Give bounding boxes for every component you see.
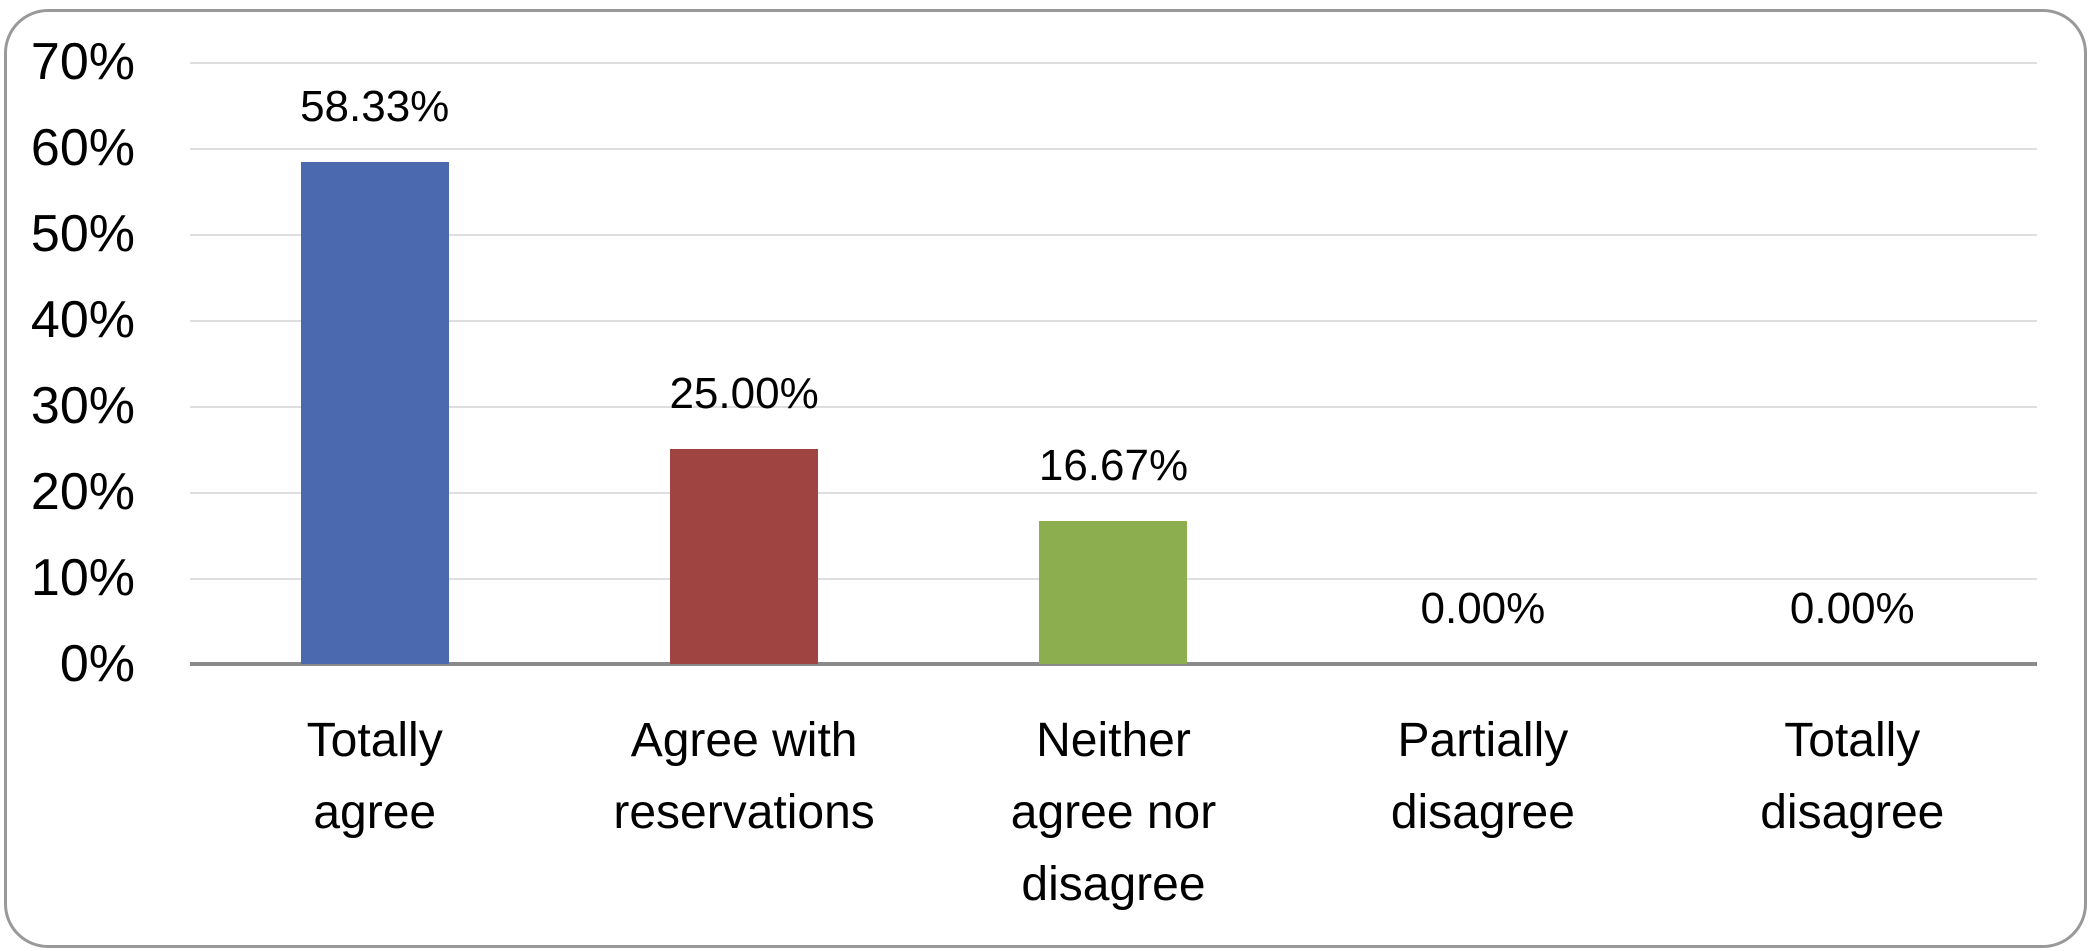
bar-column-neither-agree-nor-disagree: 16.67% — [929, 62, 1298, 664]
x-axis-label-line: Neither — [1036, 714, 1191, 767]
bar-column-totally-agree: 58.33% — [190, 62, 559, 664]
bar-column-totally-disagree: 0.00% — [1668, 62, 2037, 664]
gridline-70 — [190, 62, 2037, 64]
x-axis-label-line: Partially — [1397, 714, 1569, 767]
data-label: 58.33% — [300, 82, 450, 132]
data-label: 16.67% — [1038, 440, 1189, 490]
x-axis-label-line: Agree with — [630, 714, 858, 767]
x-axis-label-line: disagree — [1760, 786, 1945, 839]
x-axis-line — [190, 662, 2037, 666]
y-axis-tick-label: 60% — [30, 119, 135, 177]
y-axis-tick-label: 20% — [30, 463, 135, 521]
x-axis-label-line: Totally — [306, 714, 443, 767]
y-axis-tick-label: 70% — [30, 33, 135, 91]
x-axis-label-totally-agree: Totally agree — [190, 705, 559, 849]
y-axis-tick-label: 30% — [30, 377, 135, 435]
x-axis-label-line: reservations — [613, 786, 875, 839]
gridline-50 — [190, 234, 2037, 236]
data-label: 25.00% — [669, 369, 819, 418]
y-axis-tick-label: 0% — [59, 635, 135, 693]
bar-agree-with-reservations — [670, 449, 819, 664]
x-axis-label-line: disagree — [1021, 858, 1206, 911]
gridline-30 — [190, 406, 2037, 408]
bar-column-agree-with-reservations: 25.00% — [559, 62, 928, 664]
x-axis-label-agree-with-reservations: Agree with reservations — [559, 705, 928, 849]
gridline-40 — [190, 320, 2037, 322]
x-axis-label-line: agree — [313, 786, 437, 839]
x-axis-label-partially-disagree: Partially disagree — [1298, 705, 1667, 849]
x-axis-label-totally-disagree: Totally disagree — [1668, 705, 2037, 849]
plot-area: 58.33% 25.00% 16.67% 0.00% 0.00% — [190, 62, 2037, 666]
y-axis-tick-label: 40% — [30, 291, 135, 349]
data-label: 0.00% — [1789, 584, 1915, 633]
y-axis-tick-label: 10% — [30, 549, 135, 607]
data-label: 0.00% — [1420, 584, 1546, 633]
x-axis-label-line: agree nor — [1010, 786, 1217, 839]
bar-totally-agree — [300, 162, 449, 664]
x-axis-label-line: disagree — [1390, 786, 1575, 839]
x-axis-label-line: Totally — [1784, 714, 1921, 767]
gridline-60 — [190, 148, 2037, 150]
y-axis-tick-label: 50% — [30, 205, 135, 263]
gridline-20 — [190, 492, 2037, 494]
bar-column-partially-disagree: 0.00% — [1298, 62, 1667, 664]
bar-neither-agree-nor-disagree — [1039, 520, 1188, 664]
x-axis-label-neither-agree-nor-disagree: Neither agree nor disagree — [929, 705, 1298, 921]
